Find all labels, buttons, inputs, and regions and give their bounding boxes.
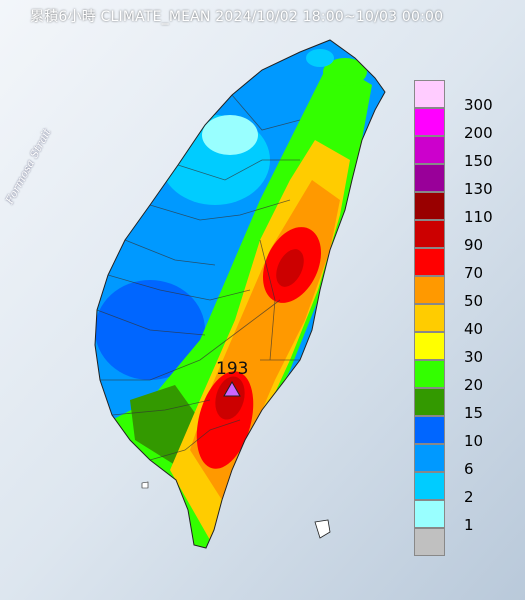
legend-swatch — [414, 444, 445, 472]
legend-swatch — [414, 164, 445, 192]
max-value-label: 193 — [216, 359, 249, 379]
rain-band-1mm — [202, 115, 258, 155]
legend-label: 90 — [464, 236, 484, 254]
legend-label: 6 — [464, 460, 474, 478]
islet — [141, 481, 149, 489]
legend-swatch — [414, 472, 445, 500]
legend-label: 40 — [464, 320, 484, 338]
legend-label: 10 — [464, 432, 484, 450]
map-title: 累積6小時 CLIMATE_MEAN 2024/10/02 18:00~10/0… — [30, 9, 444, 25]
rainfall-bands — [95, 49, 372, 548]
legend-swatch — [414, 220, 445, 248]
legend-label: 20 — [464, 376, 484, 394]
rain-core-south-inner — [215, 376, 245, 420]
rain-band-north-tip — [323, 58, 367, 86]
legend-label: 150 — [464, 152, 493, 170]
legend-label: 15 — [464, 404, 484, 422]
legend-swatch — [414, 136, 445, 164]
legend-swatch — [414, 360, 445, 388]
legend-label: 2 — [464, 488, 474, 506]
triangle-marker — [223, 380, 241, 397]
legend-label: 30 — [464, 348, 484, 366]
legend-swatch — [414, 388, 445, 416]
legend-swatch — [414, 416, 445, 444]
rain-band-north-cape — [306, 49, 334, 67]
legend-label: 50 — [464, 292, 484, 310]
legend-label: 1 — [464, 516, 474, 534]
legend-swatch — [414, 276, 445, 304]
green-island — [314, 519, 331, 539]
legend-label: 300 — [464, 96, 493, 114]
legend-swatch — [414, 500, 445, 528]
legend-swatch — [414, 108, 445, 136]
legend-swatch — [414, 192, 445, 220]
legend-label: 70 — [464, 264, 484, 282]
legend-swatch — [414, 528, 445, 556]
legend-swatch — [414, 248, 445, 276]
legend-label: 200 — [464, 124, 493, 142]
legend-swatch — [414, 332, 445, 360]
legend-label: 130 — [464, 180, 493, 198]
legend-swatch — [414, 304, 445, 332]
legend-swatch — [414, 80, 445, 108]
legend-label: 110 — [464, 208, 493, 226]
taiwan-coastline — [94, 39, 386, 549]
rain-core-north-inner — [276, 249, 304, 287]
county-borders — [96, 94, 301, 461]
